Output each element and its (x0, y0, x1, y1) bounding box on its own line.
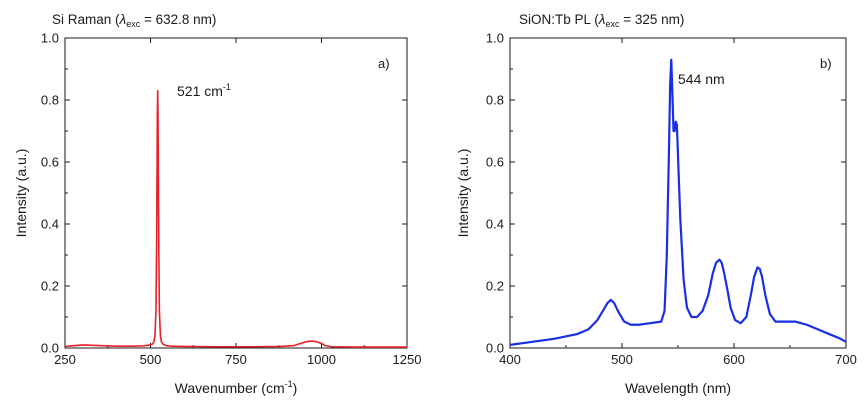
panel-b-y-tick-label: 0.0 (486, 341, 504, 356)
panel-a-title: Si Raman (λexc = 632.8 nm) (52, 12, 216, 29)
panel-b-x-tick-label: 700 (835, 352, 857, 367)
panel-a-y-tick-label: 0.6 (41, 155, 59, 170)
panel-b-y-ticks: 0.0 0.2 0.4 0.6 0.8 1.0 (486, 31, 846, 356)
panel-a: Si Raman (λexc = 632.8 nm) 250 500 750 1000… (13, 12, 421, 396)
panel-a-y-tick-label: 0.4 (41, 217, 59, 232)
panel-a-y-tick-label: 0.8 (41, 93, 59, 108)
panel-b-title: SiON:Tb PL (λexc = 325 nm) (519, 12, 684, 29)
panel-b-x-axis-label: Wavelength (nm) (625, 380, 731, 396)
panel-a-y-axis-label: Intensity (a.u.) (13, 149, 29, 238)
panel-a-y-tick-label: 1.0 (41, 31, 59, 46)
panel-b: SiON:Tb PL (λexc = 325 nm) 400 500 600 700 … (455, 12, 857, 396)
panel-b-y-tick-label: 1.0 (486, 31, 504, 46)
panel-a-x-tick-label: 1250 (393, 352, 422, 367)
panel-a-y-tick-label: 0.2 (41, 279, 59, 294)
panel-a-y-ticks: 0.0 0.2 0.4 0.6 0.8 1.0 (41, 31, 407, 356)
panel-a-x-ticks: 250 500 750 1000 1250 (54, 38, 421, 367)
panel-a-peak-annotation: 521 cm-1 (177, 82, 231, 99)
panel-a-x-tick-label: 500 (140, 352, 162, 367)
panel-b-x-tick-label: 500 (611, 352, 633, 367)
panel-b-x-tick-label: 600 (723, 352, 745, 367)
panel-a-raman-spectrum-line (64, 89, 407, 348)
panel-b-x-tick-label: 400 (499, 352, 521, 367)
panel-b-y-tick-label: 0.8 (486, 93, 504, 108)
panel-a-x-tick-label: 250 (54, 352, 76, 367)
panel-b-x-ticks: 400 500 600 700 (499, 38, 857, 367)
panel-b-pl-spectrum-line (509, 58, 847, 346)
panel-a-x-tick-label: 1000 (307, 352, 336, 367)
panel-a-x-tick-label: 750 (225, 352, 247, 367)
panel-a-plot-frame (64, 37, 408, 349)
panel-b-y-tick-label: 0.6 (486, 155, 504, 170)
panel-b-y-tick-label: 0.4 (486, 217, 504, 232)
panel-a-y-tick-label: 0.0 (41, 341, 59, 356)
panel-b-y-axis-label: Intensity (a.u.) (455, 149, 471, 238)
panel-b-peak-annotation: 544 nm (678, 71, 725, 87)
panel-b-label: b) (820, 56, 832, 71)
panel-b-y-tick-label: 0.2 (486, 279, 504, 294)
panel-a-label: a) (378, 56, 390, 71)
panel-a-x-axis-label: Wavenumber (cm-1) (175, 379, 298, 396)
